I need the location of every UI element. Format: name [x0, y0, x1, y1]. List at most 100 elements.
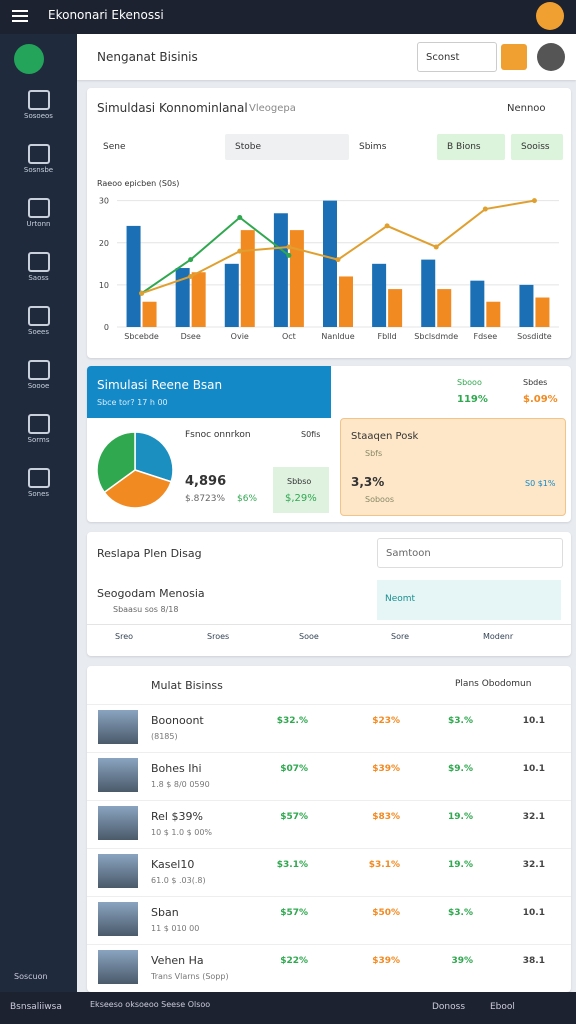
- plan-tab[interactable]: Modenr: [483, 632, 514, 641]
- tab[interactable]: B Bions: [437, 134, 505, 160]
- nav-label: Sosnsbe: [23, 166, 54, 174]
- plan-item-title: Seogodam Menosia: [97, 587, 205, 600]
- row-divider: [87, 752, 571, 753]
- nav-label: Sorms: [27, 436, 50, 444]
- nav-label: Soees: [28, 328, 49, 336]
- bar: [142, 301, 157, 327]
- bar: [535, 297, 550, 327]
- table-title: Mulat Bisinss: [151, 679, 223, 692]
- nav-icon[interactable]: [28, 306, 50, 326]
- bar: [372, 263, 387, 327]
- y-tick-label: 20: [99, 239, 109, 248]
- plan-tab[interactable]: Sroes: [207, 632, 230, 641]
- row-value: $57%: [280, 908, 308, 918]
- nav-icon[interactable]: [28, 414, 50, 434]
- bar: [273, 213, 288, 327]
- simulation-header: Simulasi Reene Bsan Sbce tor? 17 h 00: [87, 366, 331, 418]
- chart: 0 10 20 30 Sbcebde Dsee Ovie Oct Nanldue Fblld Sbc…: [99, 197, 559, 341]
- nav-label: Sosoeos: [24, 112, 53, 120]
- bar: [470, 280, 485, 327]
- row-value: $07%: [280, 764, 308, 774]
- main-pct: $6%: [237, 494, 258, 504]
- nav-icon[interactable]: [28, 144, 50, 164]
- page-header: Nenganat Bisinis Sconst: [77, 34, 576, 80]
- bottom-right: Donoss: [432, 1002, 466, 1012]
- tab-label: Sbims: [359, 142, 387, 152]
- tab[interactable]: Sene: [93, 134, 215, 160]
- row-value: 38.1: [522, 956, 545, 966]
- nav-icon[interactable]: [28, 360, 50, 380]
- alert-title: Staaqen Posk: [351, 431, 419, 442]
- bar: [339, 276, 353, 327]
- row-sub: Trans Vlarns (Sopp): [151, 972, 229, 981]
- row-photo: [98, 806, 138, 840]
- row-value: 19.%: [448, 860, 473, 870]
- pie-slice: [96, 431, 136, 494]
- bottom-middle: Ekseeso oksoeoo Seese Olsoo: [90, 1000, 211, 1009]
- tab[interactable]: Stobe: [225, 134, 349, 160]
- plan-tab[interactable]: Sore: [391, 632, 410, 641]
- row-value: $22%: [280, 956, 308, 966]
- card-title: Simuldasi Konnominlanal: [97, 101, 248, 115]
- row-value: 10.1: [522, 764, 545, 774]
- row-value: 10.1: [522, 716, 545, 726]
- row-name: Sban: [151, 906, 179, 919]
- profile[interactable]: [537, 43, 565, 71]
- x-tick-label: Oct: [282, 332, 296, 341]
- sim-title: Simulasi Reene Bsan: [97, 378, 223, 392]
- plan-tab[interactable]: Sooe: [299, 632, 319, 641]
- line-point: [482, 206, 488, 212]
- notify-button[interactable]: [501, 44, 527, 70]
- bar: [519, 284, 534, 327]
- nav-icon[interactable]: [28, 468, 50, 488]
- line-point: [286, 252, 292, 258]
- row-sub: 11 $ 010 00: [151, 924, 200, 933]
- x-tick-label: Sbcebde: [124, 332, 159, 341]
- nav-label: Sones: [27, 490, 50, 498]
- nav-label: Urtonn: [26, 220, 51, 228]
- search-box[interactable]: Samtoon: [377, 538, 563, 568]
- row-divider: [87, 800, 571, 801]
- row-value: $3.%: [448, 716, 473, 726]
- plan-tab[interactable]: Sreo: [115, 632, 134, 641]
- row-photo: [98, 758, 138, 792]
- app-title: Ekononari Ekenossi: [48, 8, 164, 22]
- tab[interactable]: Sbims: [349, 134, 433, 160]
- nav-icon[interactable]: [28, 90, 50, 110]
- line-point: [188, 257, 194, 263]
- tab-label: Stobe: [235, 142, 261, 152]
- x-tick-label: Dsee: [181, 332, 201, 341]
- avatar[interactable]: [536, 2, 564, 30]
- row-value: $50%: [372, 908, 400, 918]
- nav-icon[interactable]: [28, 252, 50, 272]
- bar: [323, 200, 337, 327]
- row-sub: (8185): [151, 732, 178, 741]
- line-point: [531, 198, 537, 204]
- row-value: $57%: [280, 812, 308, 822]
- value-box: Sbbso $,29%: [273, 467, 329, 513]
- alert-right: S0 $1%: [525, 479, 556, 488]
- plans-card: Reslapa Plen Disag Samtoon Seogodam Meno…: [87, 532, 571, 656]
- table-filter: Plans Obodomun: [455, 679, 532, 689]
- plans-title: Reslapa Plen Disag: [97, 547, 202, 560]
- x-tick-label: Sbclsdmde: [414, 332, 458, 341]
- row-sub: 1.8 $ 8/0 0590: [151, 780, 210, 789]
- row-value: $39%: [372, 956, 400, 966]
- alert-box: Staaqen Posk Sbfs 3,3% Soboos S0 $1%: [340, 418, 566, 516]
- dropdown[interactable]: Sconst: [417, 42, 497, 72]
- simulation-card: Simulasi Reene Bsan Sbce tor? 17 h 00 Sb…: [87, 366, 571, 522]
- nav-icon[interactable]: [28, 198, 50, 218]
- bar: [421, 259, 436, 327]
- bar: [224, 263, 239, 327]
- badge-box[interactable]: Neomt: [377, 580, 561, 620]
- tab[interactable]: Sooiss: [511, 134, 563, 160]
- row-photo: [98, 902, 138, 936]
- bar: [437, 289, 452, 327]
- row-value: 32.1: [522, 812, 545, 822]
- stat-label: Sbdes: [523, 378, 548, 387]
- bottom-right: Ebool: [490, 1002, 515, 1012]
- stat-label: Sbooo: [457, 378, 482, 387]
- row-value: 19.%: [448, 812, 473, 822]
- menu-icon[interactable]: [12, 10, 28, 12]
- sidebar-footer: Soscuon: [14, 972, 48, 981]
